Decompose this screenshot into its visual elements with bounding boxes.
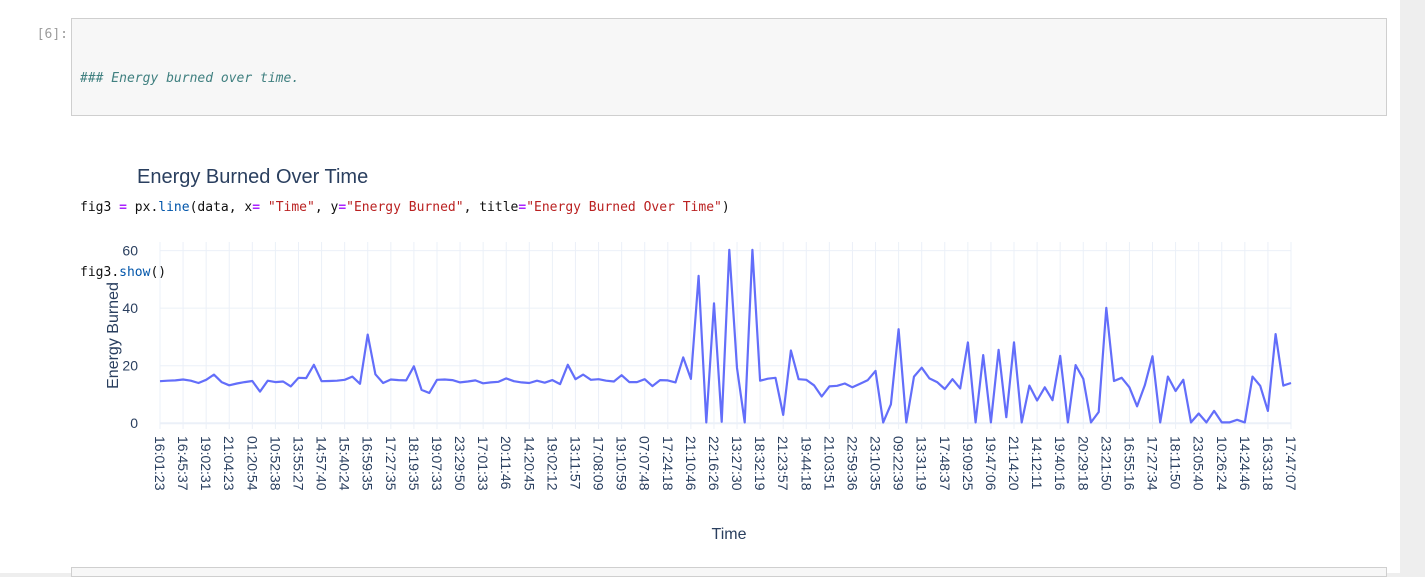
x-gridlines [159,242,1292,429]
code-token: . [111,264,120,280]
x-tick-label: 14:12:11 [1029,436,1045,490]
x-tick-label: 23:10:35 [868,436,884,491]
x-tick-label: 19:02:31 [198,436,214,491]
x-tick-label: 19:07:33 [429,436,445,491]
x-tick-label: 19:40:16 [1052,436,1068,491]
x-tick-label: 21:23:57 [775,436,791,491]
code-token: , y [314,200,339,215]
x-axis-title: Time [712,526,747,543]
x-tick-label: 17:01:33 [475,436,491,491]
x-tick-label: 18:19:35 [406,436,422,491]
x-tick-label: 17:27:35 [383,436,399,491]
code-token: = [119,200,127,215]
code-token: "Energy Burned" [346,200,464,215]
x-tick-label: 16:33:18 [1260,436,1276,491]
code-token: "Time" [267,200,315,215]
x-tick-label: 14:57:40 [314,436,330,491]
code-token: fig3 [80,200,120,215]
x-tick-label: 13:31:19 [914,436,930,491]
code-token: ) [721,200,730,215]
code-token: = [252,200,261,215]
cell-prompt: [6]: [36,27,68,42]
chart-title: Energy Burned Over Time [137,166,368,188]
x-tick-label: 14:24:46 [1237,436,1253,491]
x-tick-label: 16:01:23 [152,436,168,491]
x-tick-label: 20:11:46 [498,436,514,490]
x-tick-label: 10:26:24 [1214,436,1230,491]
x-tick-label: 17:24:18 [660,436,676,491]
x-tick-label: 17:47:07 [1283,436,1299,491]
x-tick-label: 18:11:50 [1168,436,1184,490]
x-tick-label: 17:48:37 [937,436,953,491]
x-tick-label: 14:20:45 [521,436,537,491]
x-tick-label: 19:47:06 [983,436,999,491]
code-token: px [126,200,151,215]
x-tick-label: 22:59:36 [844,436,860,491]
x-tick-label: 23:29:50 [452,436,468,491]
x-tick-label: 16:55:16 [1121,436,1137,491]
x-tick-label: 21:03:51 [821,436,837,491]
x-tick-label: 19:09:25 [960,436,976,491]
x-tick-label: 13:11:57 [567,436,583,490]
code-token: show [119,264,151,280]
x-tick-label: 19:10:59 [614,436,630,491]
code-comment-line: ### Energy burned over time. [80,71,300,86]
y-tick-label: 20 [122,358,138,374]
next-code-cell[interactable] [71,567,1387,577]
x-tick-label: 21:10:46 [683,436,699,491]
x-tick-label: 23:05:40 [1191,436,1207,491]
y-tick-labels: 0 20 40 60 [122,243,138,432]
code-line-show: fig3.show() [80,262,1378,284]
y-tick-label: 40 [122,300,138,316]
code-token: "Energy Burned Over Time" [526,200,722,215]
x-tick-label: 17:27:34 [1145,436,1161,491]
x-tick-label: 19:02:12 [544,436,560,491]
x-tick-label: 20:29:18 [1075,436,1091,491]
x-tick-label: 21:04:23 [221,436,237,491]
x-tick-label: 16:59:35 [360,436,376,491]
code-token: () [150,264,167,280]
x-tick-label: 21:14:20 [1006,436,1022,491]
energy-line-chart[interactable]: Energy Burned Over Time 0 20 40 60 16:01:23… [71,130,1387,560]
x-tick-label: 17:08:09 [591,436,607,491]
x-tick-labels: 16:01:23 16:45:37 19:02:31 21:04:23 01:20:54… [152,436,1299,491]
x-tick-label: 19:44:18 [798,436,814,491]
x-tick-label: 13:27:30 [729,436,745,491]
y-tick-label: 60 [122,243,138,259]
code-cell-editor[interactable]: ### Energy burned over time. fig3 = px.l… [71,18,1387,280]
code-token: line [158,200,190,215]
x-tick-label: 23:21:50 [1098,436,1114,491]
code-token: fig3 [80,264,112,280]
x-tick-label: 13:55:27 [290,436,306,491]
code-token: (data, x [189,200,253,215]
x-tick-label: 07:07:48 [637,436,653,491]
page-scrollbar[interactable] [1400,0,1425,573]
code-token: = [518,200,527,215]
code-token: . [150,200,159,215]
code-line-px-line: fig3 = px.line(data, x= "Time", y="Energ… [80,197,1378,219]
x-tick-label: 15:40:24 [337,436,353,491]
y-axis-title: Energy Burned [105,282,122,389]
x-tick-label: 22:16:26 [706,436,722,491]
x-tick-label: 09:22:39 [891,436,907,491]
x-tick-label: 16:45:37 [175,436,191,491]
code-token: = [338,200,347,215]
x-tick-label: 10:52:38 [267,436,283,491]
code-token: , title [463,200,519,215]
y-tick-label: 0 [130,415,138,431]
x-tick-label: 18:32:19 [752,436,768,491]
energy-series-line[interactable] [159,248,1292,424]
x-tick-label: 01:20:54 [244,436,260,491]
cell-output: Energy Burned Over Time 0 20 40 60 16:01:23… [71,130,1387,560]
